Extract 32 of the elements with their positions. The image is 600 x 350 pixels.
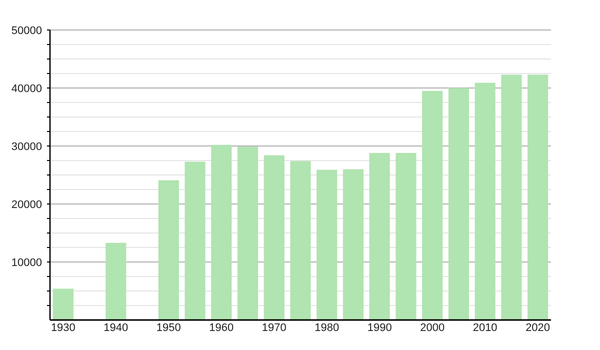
bar <box>158 180 179 320</box>
x-tick-label: 2020 <box>526 322 550 334</box>
bar <box>237 146 258 320</box>
x-tick-label: 1970 <box>262 322 286 334</box>
x-tick-label: 1940 <box>104 322 128 334</box>
x-tick-label: 2010 <box>472 322 498 334</box>
x-tick-label: 1930 <box>50 322 76 334</box>
bar <box>52 288 74 320</box>
y-tick-label: 40000 <box>11 82 42 95</box>
x-tick-label: 1990 <box>367 322 392 334</box>
bar <box>211 144 232 320</box>
x-tick-label: 2000 <box>420 322 445 334</box>
bar <box>342 169 364 320</box>
bar <box>106 242 126 320</box>
x-tick-label: 1960 <box>209 322 234 334</box>
bar <box>448 88 469 320</box>
bar <box>501 74 522 320</box>
y-tick-label: 20000 <box>11 198 42 211</box>
x-tick-label: 1950 <box>156 322 181 334</box>
bar <box>369 152 390 320</box>
bar <box>422 90 443 320</box>
bar <box>264 155 284 320</box>
bar <box>528 74 548 320</box>
y-tick-label: 10000 <box>11 256 42 269</box>
x-tick-label: 1980 <box>314 322 340 334</box>
bar <box>290 161 311 320</box>
y-tick-label: 30000 <box>11 140 42 153</box>
bar <box>474 82 496 320</box>
bar <box>316 170 338 320</box>
bar <box>396 152 416 320</box>
y-tick-label: 50000 <box>11 24 42 37</box>
bar <box>184 162 206 320</box>
